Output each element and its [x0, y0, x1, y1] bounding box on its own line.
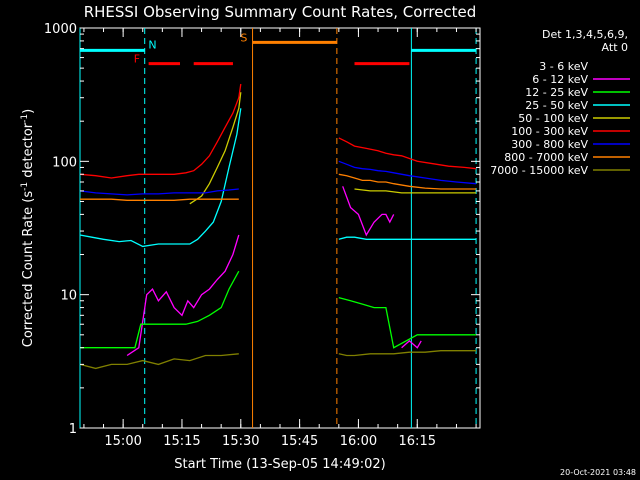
- series-line-8: [79, 353, 239, 370]
- y-tick-label: 1: [69, 422, 77, 437]
- series-line-1: [401, 340, 422, 349]
- legend-label: 7000 - 15000 keV: [490, 164, 588, 177]
- legend-label: 50 - 100 keV: [518, 112, 588, 125]
- legend-label: 300 - 800 keV: [511, 138, 588, 151]
- y-axis-label-mid: detector: [21, 122, 36, 182]
- y-axis-label-end: ): [21, 109, 36, 114]
- legend-header-line1: Det 1,3,4,5,6,9,: [542, 28, 628, 41]
- x-tick-label: 15:15: [163, 434, 200, 449]
- series-line-8: [338, 350, 477, 357]
- plot-area: NF S: [79, 27, 481, 429]
- y-axis-label-sup2: -1: [20, 114, 30, 123]
- legend-label: 3 - 6 keV: [539, 60, 588, 73]
- series-line-6: [79, 188, 239, 196]
- series-line-4: [189, 92, 242, 205]
- x-axis-label: Start Time (13-Sep-05 14:49:02): [174, 457, 385, 472]
- series-line-3: [338, 236, 477, 240]
- mode-label: S: [240, 32, 247, 45]
- chart-title: RHESSI Observing Summary Count Rates, Co…: [84, 3, 477, 21]
- series-line-7: [338, 173, 477, 190]
- series-line-1: [126, 234, 240, 357]
- x-tick-label: 15:30: [222, 434, 259, 449]
- y-axis-label-main: Corrected Count Rate (s: [21, 191, 36, 348]
- series-line-0: [140, 230, 240, 348]
- annotations: NF S: [79, 28, 477, 428]
- legend-label: 25 - 50 keV: [525, 99, 588, 112]
- x-tick-label: 16:00: [340, 434, 377, 449]
- y-tick-label: 100: [52, 155, 77, 170]
- x-tick-label: 15:00: [104, 434, 141, 449]
- y-axis-label: Corrected Count Rate (s-1 detector-1): [20, 109, 36, 347]
- series-line-2: [338, 296, 477, 349]
- series-line-5: [338, 137, 477, 170]
- series-line-1: [342, 186, 395, 237]
- series-line-7: [80, 198, 239, 201]
- y-axis: 1 10 100 1000: [44, 22, 480, 437]
- plot-frame: [79, 27, 481, 429]
- y-tick-label: 10: [60, 289, 77, 304]
- timestamp: 20-Oct-2021 03:48: [560, 468, 636, 477]
- series-line-4: [354, 188, 477, 194]
- series-line-2: [80, 270, 240, 349]
- y-tick-label: 1000: [44, 22, 77, 37]
- legend-label: 800 - 7000 keV: [504, 151, 588, 164]
- series-line-5: [79, 83, 242, 179]
- legend-label: 12 - 25 keV: [525, 86, 588, 99]
- mode-label: F: [134, 53, 140, 66]
- series-line-0: [342, 166, 386, 185]
- series-layer: [79, 83, 477, 370]
- mode-label: N: [148, 39, 156, 52]
- legend-label: 100 - 300 keV: [511, 125, 588, 138]
- legend-header-line2: Att 0: [602, 41, 628, 54]
- series-line-6: [338, 160, 477, 185]
- y-axis-label-sup1: -1: [20, 182, 30, 191]
- x-tick-label: 16:15: [399, 434, 436, 449]
- x-axis: 15:00 15:15 15:30 15:45 16:00 16:15: [83, 28, 477, 449]
- legend-label: 6 - 12 keV: [532, 73, 588, 86]
- x-tick-label: 15:45: [281, 434, 318, 449]
- series-line-3: [79, 108, 242, 248]
